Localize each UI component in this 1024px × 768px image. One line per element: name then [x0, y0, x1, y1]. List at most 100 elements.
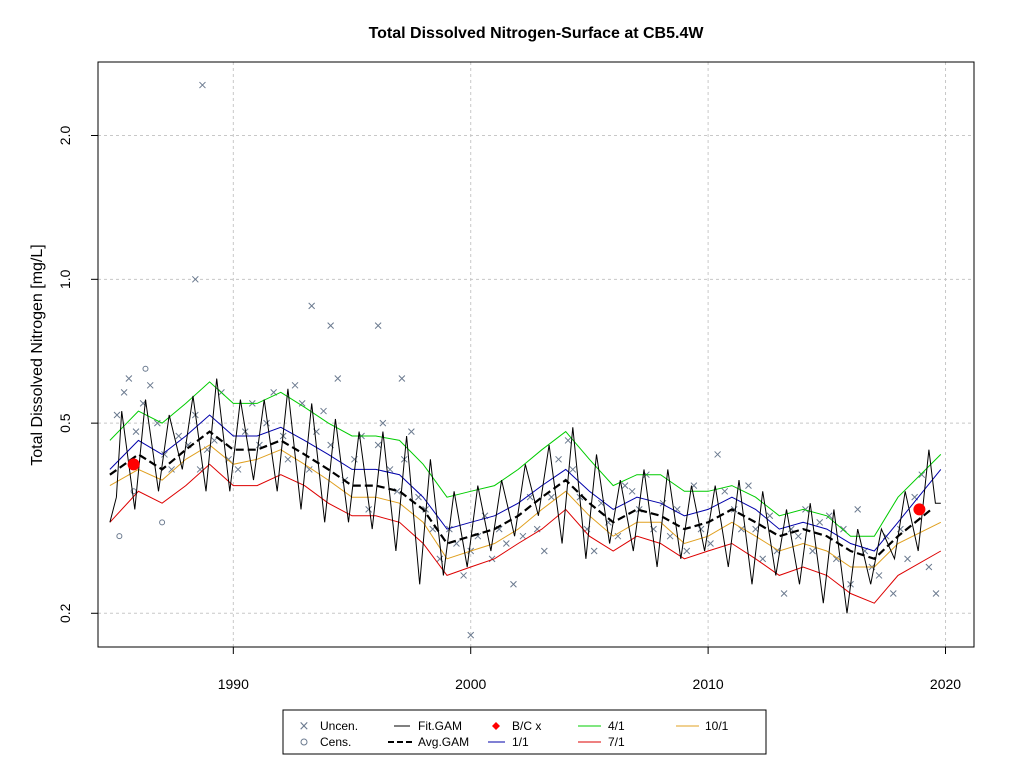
- uncensored-point: [932, 590, 940, 597]
- legend-label-uncen: Uncen.: [320, 719, 358, 733]
- legend-box: [282, 709, 767, 755]
- censored-point: [159, 519, 166, 526]
- uncensored-point: [120, 388, 128, 396]
- uncensored-point: [925, 563, 933, 571]
- uncensored-point: [707, 540, 714, 547]
- chart-title: Total Dissolved Nitrogen-Surface at CB5.…: [369, 25, 705, 42]
- uncensored-point: [555, 455, 562, 463]
- uncensored-point: [408, 428, 415, 435]
- uncensored-point: [305, 466, 313, 473]
- legend-label-7-1: 7/1: [608, 735, 625, 749]
- bc-marker: [127, 458, 140, 471]
- uncensored-point: [918, 471, 926, 479]
- uncensored-point: [467, 631, 475, 639]
- uncensored-point: [628, 487, 636, 495]
- uncensored-point: [161, 451, 168, 458]
- y-tick-label: 0.2: [57, 603, 73, 623]
- uncensored-point: [854, 506, 862, 513]
- uncensored-point: [113, 411, 121, 419]
- uncensored-point: [875, 572, 883, 579]
- grid: [98, 62, 974, 647]
- avg-gam-line: [109, 430, 932, 561]
- uncensored-point: [794, 532, 802, 540]
- legend-symbol-bc: [492, 722, 500, 730]
- uncensored-point: [386, 466, 394, 473]
- uncensored-point: [153, 419, 161, 427]
- uncensored-point: [766, 512, 774, 520]
- uncensored-point: [168, 466, 175, 473]
- x-tick-label: 2020: [930, 676, 961, 692]
- uncensored-point: [825, 512, 833, 520]
- uncensored-point: [816, 518, 824, 526]
- fit-gam-line: [109, 378, 941, 614]
- uncensored-point: [502, 540, 510, 547]
- legend-symbol-cens: [300, 738, 308, 746]
- uncensored-point: [365, 506, 372, 513]
- uncensored-point: [284, 455, 292, 463]
- censored-point: [116, 533, 123, 540]
- legend: × Uncen. Cens. Fit.GAM Avg.GAM B/C x 1/1…: [282, 709, 767, 755]
- uncensored-point: [199, 81, 206, 89]
- uncensored-point: [540, 547, 548, 555]
- season-line-7-1: [109, 463, 942, 604]
- uncensored-point: [175, 432, 183, 440]
- season-line-4-1: [109, 381, 942, 537]
- y-tick-label: 2.0: [57, 126, 73, 146]
- y-axis-label: Total Dissolved Nitrogen [mg/L]: [29, 244, 46, 465]
- legend-label-10-1: 10/1: [705, 719, 729, 733]
- uncensored-point: [802, 506, 809, 513]
- uncensored-point: [780, 590, 788, 597]
- uncensored-point: [590, 547, 598, 555]
- uncensored-point: [569, 466, 577, 473]
- axes: 1990 2000 2010 2020 0.2 0.5 1.0 2.0: [57, 126, 961, 692]
- season-line-10-1: [109, 444, 942, 568]
- uncensored-point: [666, 532, 674, 540]
- uncensored-point: [832, 555, 840, 563]
- uncensored-point: [730, 506, 738, 513]
- uncensored-point: [210, 437, 218, 444]
- uncensored-point: [752, 525, 759, 533]
- y-tick-label: 1.0: [57, 269, 73, 289]
- uncensored-point: [374, 441, 382, 449]
- uncensored-point: [564, 437, 572, 444]
- uncensored-point: [334, 375, 342, 382]
- uncensored-point: [526, 493, 534, 501]
- uncensored-point: [714, 451, 721, 458]
- uncensored-point: [809, 547, 816, 555]
- uncensored-point: [263, 419, 270, 427]
- uncensored-point: [759, 555, 767, 563]
- uncensored-point: [897, 525, 904, 533]
- uncensored-point: [374, 322, 382, 329]
- uncensored-point: [398, 375, 406, 382]
- x-tick-label: 2010: [693, 676, 724, 692]
- uncensored-point: [298, 400, 306, 407]
- uncensored-point: [132, 428, 140, 435]
- uncensored-point: [191, 275, 199, 283]
- bc-marker: [913, 503, 926, 516]
- legend-label-fitgam: Fit.GAM: [418, 719, 462, 733]
- legend-label-cens: Cens.: [320, 735, 351, 749]
- x-tick-label: 2000: [455, 676, 486, 692]
- uncensored-point: [146, 381, 154, 389]
- uncensored-point: [291, 381, 299, 389]
- uncensored-point: [125, 375, 133, 382]
- uncensored-point: [548, 493, 555, 501]
- x-tick-label: 1990: [218, 676, 249, 692]
- legend-label-4-1: 4/1: [608, 719, 625, 733]
- season-line-1-1: [109, 414, 942, 552]
- uncensored-point: [460, 572, 467, 579]
- plot-frame: [97, 61, 975, 648]
- censored-point: [142, 365, 149, 372]
- uncensored-point: [745, 482, 752, 489]
- y-tick-label: 0.5: [57, 413, 73, 433]
- uncensored-point: [683, 547, 691, 555]
- uncensored-point: [904, 555, 911, 563]
- uncensored-point: [320, 407, 327, 415]
- uncensored-point: [510, 580, 517, 588]
- uncensored-point: [519, 532, 527, 540]
- uncensored-point: [308, 302, 316, 310]
- uncensored-point: [234, 466, 242, 473]
- uncensored-point: [614, 532, 622, 540]
- plot-area: [109, 81, 942, 639]
